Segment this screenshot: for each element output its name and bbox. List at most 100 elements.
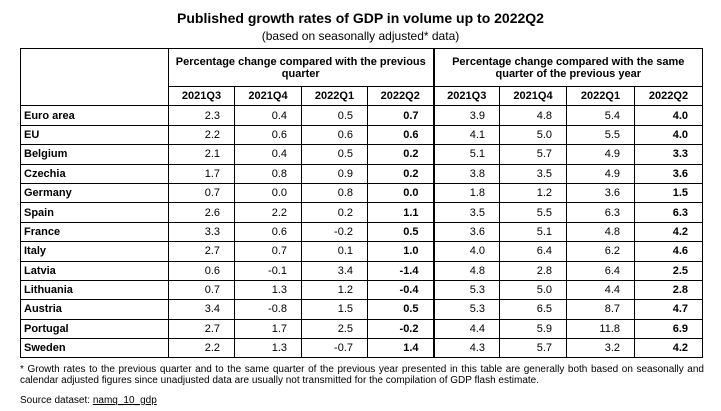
country-cell: Portugal xyxy=(20,318,169,340)
value-cell: 4.6 xyxy=(634,241,703,262)
value-cell: 5.9 xyxy=(499,318,567,340)
value-cell: 3.3 xyxy=(168,221,235,243)
value-cell: 0.5 xyxy=(301,144,368,165)
value-cell: 0.4 xyxy=(234,105,302,126)
value-cell: 4.0 xyxy=(432,241,500,262)
quarter-header: 2021Q3 xyxy=(168,85,235,107)
table-row: Italy 2.7 0.7 0.1 1.0 4.0 6.4 6.2 4.6 xyxy=(20,241,703,262)
value-cell: 4.8 xyxy=(499,105,567,126)
country-cell: Czechia xyxy=(20,163,169,184)
value-cell: 1.3 xyxy=(234,338,302,359)
value-cell: 0.4 xyxy=(234,144,302,165)
country-cell: Spain xyxy=(20,202,169,223)
quarter-header: 2022Q2 xyxy=(367,85,434,107)
table-subtitle: (based on seasonally adjusted* data) xyxy=(261,29,460,43)
value-cell: 4.7 xyxy=(634,299,703,320)
value-cell: 6.3 xyxy=(566,202,635,223)
value-cell: 4.9 xyxy=(566,163,635,184)
value-cell: 5.7 xyxy=(499,144,567,165)
value-cell: 5.0 xyxy=(499,124,567,146)
value-cell: 0.7 xyxy=(168,182,235,204)
value-cell: -0.1 xyxy=(234,260,302,281)
value-cell: -0.8 xyxy=(234,299,302,320)
group-header-previous-quarter: Percentage change compared with the prev… xyxy=(168,48,434,87)
value-cell: 0.2 xyxy=(301,202,368,223)
table-row: Lithuania 0.7 1.3 1.2 -0.4 5.3 5.0 4.4 2.8 xyxy=(20,279,703,301)
country-cell: Austria xyxy=(20,299,169,320)
value-cell: 1.2 xyxy=(499,182,567,204)
quarter-header: 2022Q1 xyxy=(566,85,635,107)
value-cell: 4.8 xyxy=(432,260,500,281)
table-row: Germany 0.7 0.0 0.8 0.0 1.8 1.2 3.6 1.5 xyxy=(20,182,703,204)
value-cell: 1.2 xyxy=(301,279,368,301)
quarter-header: 2022Q2 xyxy=(634,85,703,107)
footnote: * Growth rates to the previous quarter a… xyxy=(20,364,704,386)
value-cell: 4.9 xyxy=(566,144,635,165)
value-cell: -0.2 xyxy=(367,318,434,340)
table-row: France 3.3 0.6 -0.2 0.5 3.6 5.1 4.8 4.2 xyxy=(20,221,703,243)
value-cell: 3.3 xyxy=(634,144,703,165)
value-cell: 0.7 xyxy=(168,279,235,301)
country-cell: France xyxy=(20,221,169,243)
source-dataset-link[interactable]: namq_10_gdp xyxy=(92,395,157,406)
value-cell: 5.3 xyxy=(432,299,500,320)
value-cell: 8.7 xyxy=(566,299,635,320)
value-cell: 5.0 xyxy=(499,279,567,301)
gdp-growth-table: Percentage change compared with the prev… xyxy=(20,47,703,359)
value-cell: 2.5 xyxy=(301,318,368,340)
value-cell: 2.3 xyxy=(168,105,235,126)
value-cell: 3.5 xyxy=(499,163,567,184)
value-cell: 2.7 xyxy=(168,241,235,262)
value-cell: 0.7 xyxy=(367,105,434,126)
quarter-header: 2022Q1 xyxy=(301,85,368,107)
table-row: Spain 2.6 2.2 0.2 1.1 3.5 5.5 6.3 6.3 xyxy=(20,202,703,223)
table-row: Latvia 0.6 -0.1 3.4 -1.4 4.8 2.8 6.4 2.5 xyxy=(20,260,703,281)
value-cell: 6.5 xyxy=(499,299,567,320)
value-cell: 0.5 xyxy=(367,299,434,320)
value-cell: -0.2 xyxy=(301,221,368,243)
value-cell: 2.1 xyxy=(168,144,235,165)
value-cell: 0.6 xyxy=(301,124,368,146)
value-cell: 3.8 xyxy=(432,163,500,184)
table-row: Portugal 2.7 1.7 2.5 -0.2 4.4 5.9 11.8 6.9 xyxy=(20,318,703,340)
value-cell: 1.5 xyxy=(301,299,368,320)
value-cell: -0.4 xyxy=(367,279,434,301)
value-cell: 6.4 xyxy=(499,241,567,262)
header-corner-cell xyxy=(20,47,169,107)
value-cell: 2.2 xyxy=(234,202,302,223)
value-cell: 0.0 xyxy=(367,182,434,204)
value-cell: 4.4 xyxy=(566,279,635,301)
value-cell: 11.8 xyxy=(566,318,635,340)
value-cell: 0.6 xyxy=(234,124,302,146)
value-cell: 4.3 xyxy=(432,338,500,359)
source-label: Source dataset: xyxy=(20,395,91,406)
value-cell: 0.2 xyxy=(367,144,434,165)
quarter-header: 2021Q3 xyxy=(432,85,500,107)
value-cell: 1.5 xyxy=(634,182,703,204)
value-cell: 2.8 xyxy=(634,279,703,301)
value-cell: 4.1 xyxy=(432,124,500,146)
value-cell: 0.5 xyxy=(301,105,368,126)
group-header-previous-year: Percentage change compared with the same… xyxy=(432,48,703,87)
country-cell: Sweden xyxy=(20,338,169,359)
value-cell: 1.7 xyxy=(168,163,235,184)
value-cell: 1.3 xyxy=(234,279,302,301)
value-cell: 3.6 xyxy=(432,221,500,243)
value-cell: 1.4 xyxy=(367,338,434,359)
value-cell: 5.3 xyxy=(432,279,500,301)
value-cell: 6.2 xyxy=(566,241,635,262)
value-cell: 4.8 xyxy=(566,221,635,243)
country-cell: Belgium xyxy=(20,144,169,165)
table-row: Sweden 2.2 1.3 -0.7 1.4 4.3 5.7 3.2 4.2 xyxy=(20,338,703,359)
value-cell: 6.4 xyxy=(566,260,635,281)
value-cell: 0.0 xyxy=(234,182,302,204)
value-cell: 5.4 xyxy=(566,105,635,126)
value-cell: 2.8 xyxy=(499,260,567,281)
group-header-row: Percentage change compared with the prev… xyxy=(20,47,703,107)
country-cell: Lithuania xyxy=(20,279,169,301)
table-row: Austria 3.4 -0.8 1.5 0.5 5.3 6.5 8.7 4.7 xyxy=(20,299,703,320)
value-cell: 3.2 xyxy=(566,338,635,359)
value-cell: 5.1 xyxy=(432,144,500,165)
value-cell: 4.0 xyxy=(634,124,703,146)
country-cell: Italy xyxy=(20,241,169,262)
